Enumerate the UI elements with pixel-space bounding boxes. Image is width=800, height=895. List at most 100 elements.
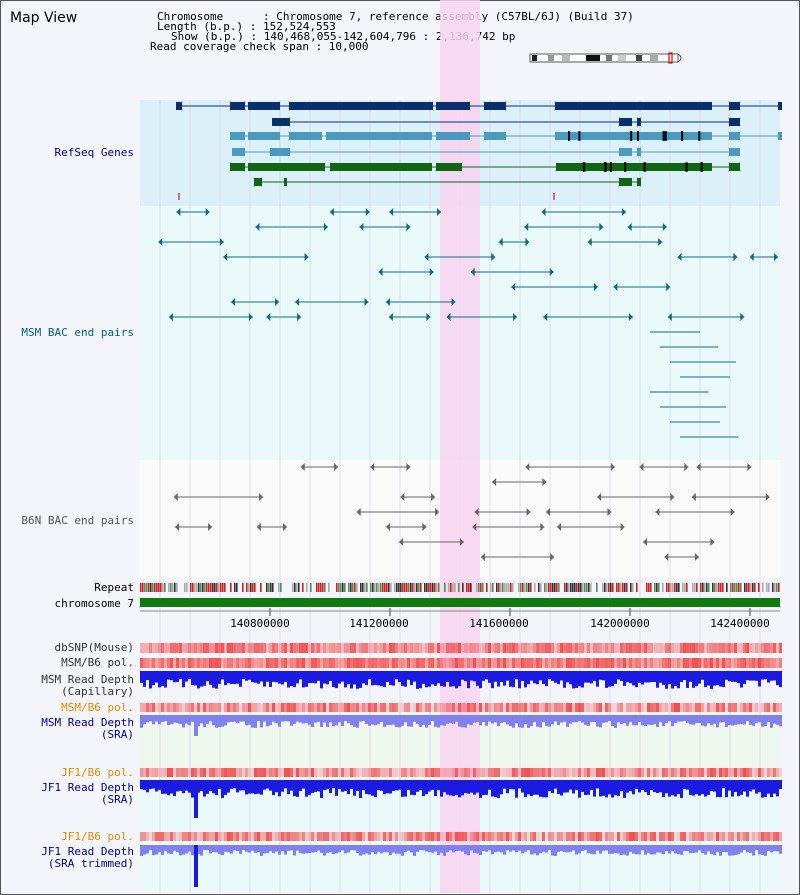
depth-bar [587,845,590,854]
heatmap-cell [638,703,641,712]
heatmap-cell [257,658,260,668]
repeat-mark [706,583,708,592]
depth-bar [638,715,641,722]
heatmap-cell [596,703,599,712]
repeat-mark [716,583,718,592]
heatmap-cell [530,768,533,777]
depth-bar [434,780,437,797]
heatmap-cell [527,643,530,653]
bac-end [400,493,405,501]
heatmap-cell [182,643,185,653]
gene-exon [330,163,432,171]
depth-bar [449,845,452,851]
heatmap-cell [602,643,605,653]
heatmap-cell [452,768,455,777]
depth-bar [260,845,263,856]
heatmap-cell [251,768,254,777]
heatmap-cell [326,658,329,668]
depth-bar [338,715,341,723]
bac-end [175,523,180,531]
depth-bar [473,780,476,795]
heatmap-cell [158,703,161,712]
heatmap-cell [281,658,284,668]
depth-bar [773,780,776,794]
heatmap-cell [161,643,164,653]
depth-bar [380,671,383,687]
gene-exon-mark [700,162,703,172]
repeat-mark [490,583,492,592]
heatmap-cell [308,658,311,668]
heatmap-cell [635,643,638,653]
depth-bar [716,780,719,797]
repeat-mark [454,583,456,592]
depth-bar [347,671,350,685]
heatmap-cell [449,643,452,653]
heatmap-cell [458,768,461,777]
repeat-mark [348,583,350,592]
depth-bar [266,845,269,854]
heatmap-cell [209,658,212,668]
heatmap-cell [662,832,665,841]
repeat-mark [502,583,504,592]
heatmap-cell [446,643,449,653]
depth-bar [461,715,464,728]
chromosome-ideogram[interactable] [529,52,682,64]
depth-bar [713,780,716,792]
heatmap-cell [197,658,200,668]
track-label-jf1-pol-2: JF1/B6 pol. [61,830,134,843]
heatmap-cell [392,703,395,712]
bac-end [231,298,236,306]
depth-bar [542,671,545,685]
bac-end [480,553,485,561]
repeat-mark [418,583,420,592]
heatmap-cell [653,832,656,841]
gene-exon-mark [662,131,665,141]
heatmap-cell [485,703,488,712]
depth-bar [599,845,602,854]
depth-bar [539,715,542,728]
repeat-mark [396,583,398,592]
heatmap-cell [548,643,551,653]
heatmap-cell [575,832,578,841]
heatmap-cell [311,658,314,668]
depth-bar [623,845,626,855]
heatmap-cell [308,832,311,841]
heatmap-cell [530,643,533,653]
heatmap-cell [425,703,428,712]
repeat-mark [574,583,576,592]
depth-bar [368,715,371,726]
heatmap-cell [233,768,236,777]
depth-bar [647,671,650,683]
heatmap-cell [212,658,215,668]
depth-bar [722,671,725,688]
heatmap-cell [143,832,146,841]
heatmap-cell [725,768,728,777]
depth-bar [215,715,218,728]
depth-bar [449,671,452,687]
depth-bar [461,780,464,796]
depth-bar [638,780,641,793]
depth-bar [632,671,635,686]
track-label-jf1-depth: JF1 Read Depth [41,781,134,794]
page-title: Map View [10,10,78,26]
depth-bar [671,845,674,852]
heatmap-cell [497,768,500,777]
depth-bar [563,671,566,688]
heatmap-cell [476,768,479,777]
heatmap-cell [689,768,692,777]
depth-bar [188,671,191,680]
heatmap-cell [509,643,512,653]
heatmap-cell [320,658,323,668]
depth-bar [515,780,518,798]
depth-bar [233,671,236,685]
repeat-mark [212,583,214,592]
heatmap-cell [266,643,269,653]
heatmap-cell [422,658,425,668]
heatmap-cell [296,832,299,841]
heatmap-cell [236,768,239,777]
heatmap-cell [311,703,314,712]
heatmap-cell [341,643,344,653]
heatmap-cell [449,768,452,777]
depth-bar [251,715,254,728]
